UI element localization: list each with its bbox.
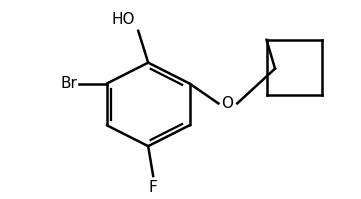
Text: HO: HO [112,12,135,27]
Text: O: O [221,96,233,111]
Text: Br: Br [60,76,77,91]
Text: F: F [149,180,157,195]
